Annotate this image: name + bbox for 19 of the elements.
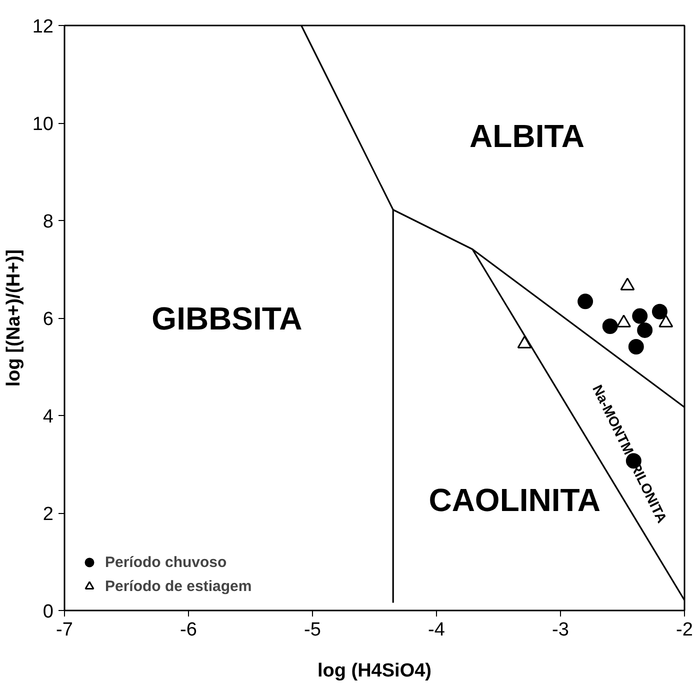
- y-tick-label: 2: [42, 504, 54, 525]
- y-tick-label: 12: [32, 16, 54, 38]
- legend-label: Período de estiagem: [105, 578, 252, 594]
- x-tick-label: -6: [180, 620, 197, 640]
- x-tick-label: -4: [428, 620, 446, 640]
- x-tick-label: -7: [56, 620, 73, 640]
- x-tick-label: -5: [304, 620, 321, 640]
- y-tick-label: 4: [42, 406, 54, 428]
- x-tick-label: -2: [676, 620, 693, 640]
- y-axis-title: log [(Na+)/(H+)]: [3, 249, 24, 387]
- legend-label: Período chuvoso: [105, 554, 227, 570]
- y-tick-label: 10: [32, 114, 54, 135]
- x-tick-label: -3: [552, 620, 569, 640]
- y-tick-label: 8: [42, 212, 54, 232]
- y-tick-label: 6: [42, 309, 54, 330]
- annotation: GIBBSITA: [152, 300, 302, 337]
- annotation: ALBITA: [470, 118, 584, 154]
- y-tick-label: 0: [42, 602, 54, 622]
- x-axis-title: log (H4SiO4): [317, 660, 432, 682]
